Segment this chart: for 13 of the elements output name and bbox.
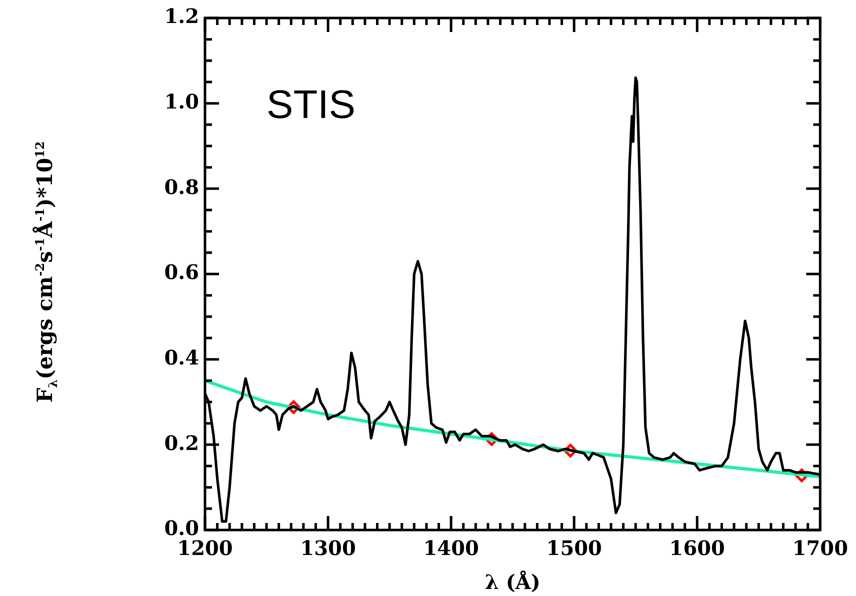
y-tick-label: 0.6 [164, 260, 199, 284]
y-tick-label: 0.8 [164, 174, 199, 199]
x-tick-label: 1300 [300, 536, 356, 560]
x-tick-label: 1700 [792, 536, 848, 560]
annotation: STIS [266, 83, 356, 127]
y-tick-label: 1.0 [164, 90, 199, 114]
y-tick-label: 0.2 [164, 430, 199, 455]
x-axis-title: λ (Å) [484, 570, 540, 594]
x-tick-label: 1400 [423, 536, 479, 560]
x-tick-label: 1500 [546, 536, 602, 560]
x-tick-label: 1600 [669, 536, 725, 560]
y-tick-label: 1.2 [164, 4, 199, 28]
y-tick-label: 0.4 [164, 346, 200, 370]
